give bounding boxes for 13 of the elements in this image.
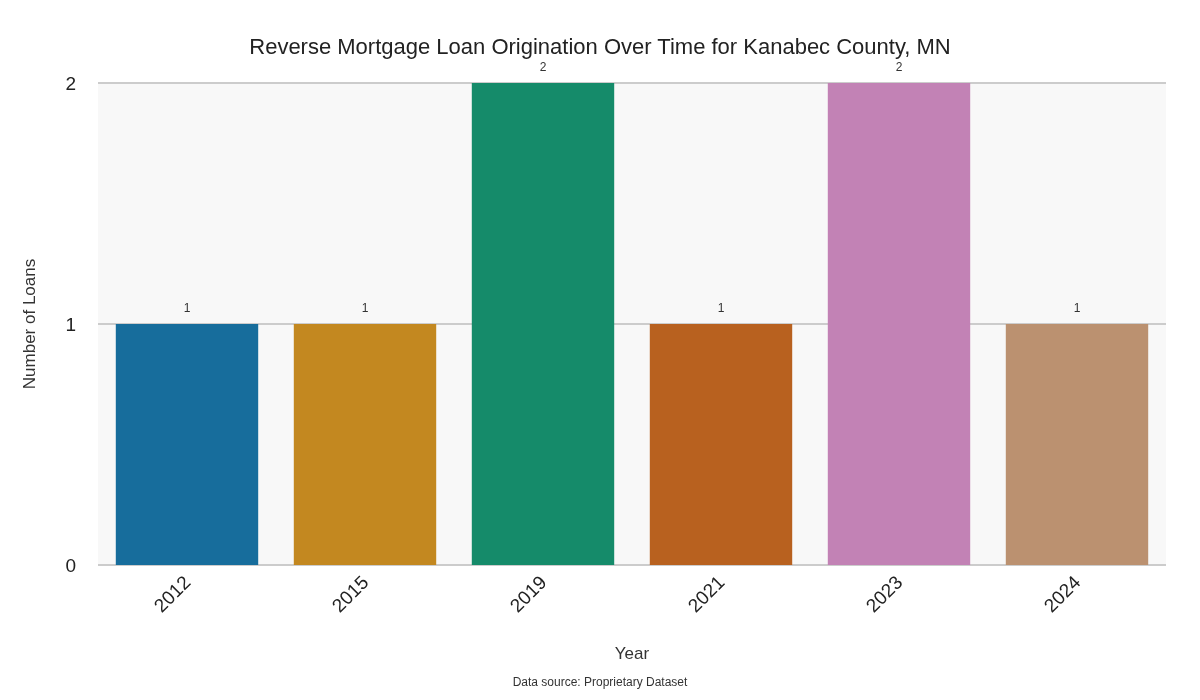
data-label: 2 [539, 60, 547, 74]
data-label: 1 [183, 301, 191, 315]
y-tick-label: 2 [65, 72, 76, 94]
source-note: Data source: Proprietary Dataset [512, 675, 689, 689]
x-axis-title: Year [614, 644, 650, 663]
y-tick-label: 1 [65, 313, 76, 335]
chart-title: Reverse Mortgage Loan Origination Over Time for Kanabec County, MN [249, 33, 951, 59]
data-label: 1 [717, 301, 725, 315]
y-axis-title: Number of Loans [20, 258, 39, 390]
data-label: 1 [361, 301, 369, 315]
y-tick-label: 0 [65, 554, 76, 576]
data-label: 1 [1073, 301, 1081, 315]
data-label: 2 [895, 60, 903, 74]
